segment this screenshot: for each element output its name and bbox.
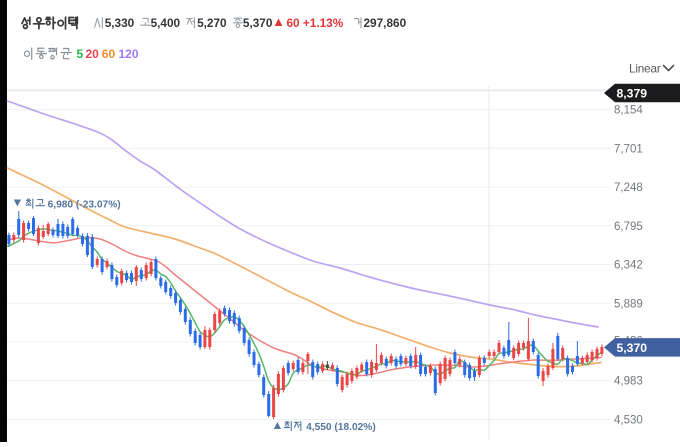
svg-text:7,248: 7,248	[614, 182, 643, 194]
svg-text:297,860: 297,860	[364, 16, 407, 30]
svg-text:8,154: 8,154	[614, 105, 643, 117]
svg-text:8,379: 8,379	[617, 87, 648, 101]
svg-text:5,889: 5,889	[614, 298, 643, 310]
svg-text:5,400: 5,400	[151, 16, 181, 30]
svg-text:7,701: 7,701	[614, 143, 643, 155]
svg-text:5,330: 5,330	[105, 16, 135, 30]
svg-text:Linear: Linear	[629, 61, 661, 75]
svg-text:60: 60	[287, 16, 301, 30]
svg-text:6,342: 6,342	[614, 260, 643, 272]
svg-text:5,270: 5,270	[197, 16, 227, 30]
svg-text:+1.13%: +1.13%	[303, 16, 344, 30]
svg-text:60: 60	[102, 47, 116, 61]
svg-text:5,370: 5,370	[617, 341, 648, 355]
svg-text:4,530: 4,530	[614, 415, 643, 427]
svg-text:5,370: 5,370	[243, 16, 273, 30]
svg-text:6,980 (-23.07%): 6,980 (-23.07%)	[48, 199, 121, 210]
svg-text:5: 5	[77, 47, 84, 61]
svg-text:4,550 (18.02%): 4,550 (18.02%)	[306, 422, 376, 433]
svg-text:4,983: 4,983	[614, 376, 643, 388]
svg-text:6,795: 6,795	[614, 221, 643, 233]
svg-text:120: 120	[119, 47, 139, 61]
svg-text:20: 20	[86, 47, 100, 61]
